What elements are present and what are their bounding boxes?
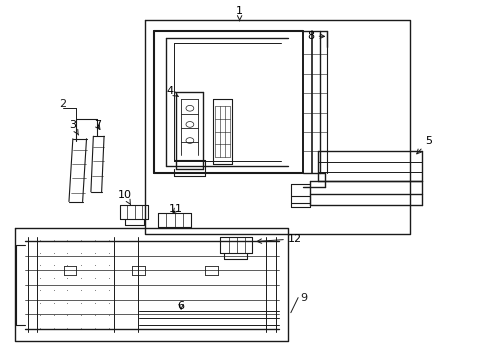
- Text: 2: 2: [60, 99, 66, 109]
- Text: 11: 11: [169, 204, 183, 215]
- Text: 9: 9: [300, 293, 306, 303]
- Text: 1: 1: [236, 6, 243, 21]
- Text: 6: 6: [177, 301, 184, 311]
- Text: 10: 10: [118, 190, 132, 205]
- Text: 12: 12: [257, 234, 302, 244]
- Text: 5: 5: [416, 136, 431, 154]
- Text: 7: 7: [94, 121, 101, 130]
- Text: 8: 8: [306, 31, 324, 41]
- Text: 4: 4: [166, 86, 178, 96]
- Text: 3: 3: [69, 121, 79, 135]
